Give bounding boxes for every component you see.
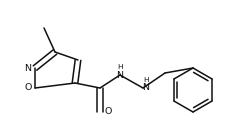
Text: N: N xyxy=(143,84,149,92)
Text: O: O xyxy=(24,84,32,92)
Text: N: N xyxy=(24,64,31,73)
Text: H: H xyxy=(117,64,123,70)
Text: H: H xyxy=(143,77,149,83)
Text: O: O xyxy=(104,107,112,116)
Text: N: N xyxy=(116,70,124,80)
